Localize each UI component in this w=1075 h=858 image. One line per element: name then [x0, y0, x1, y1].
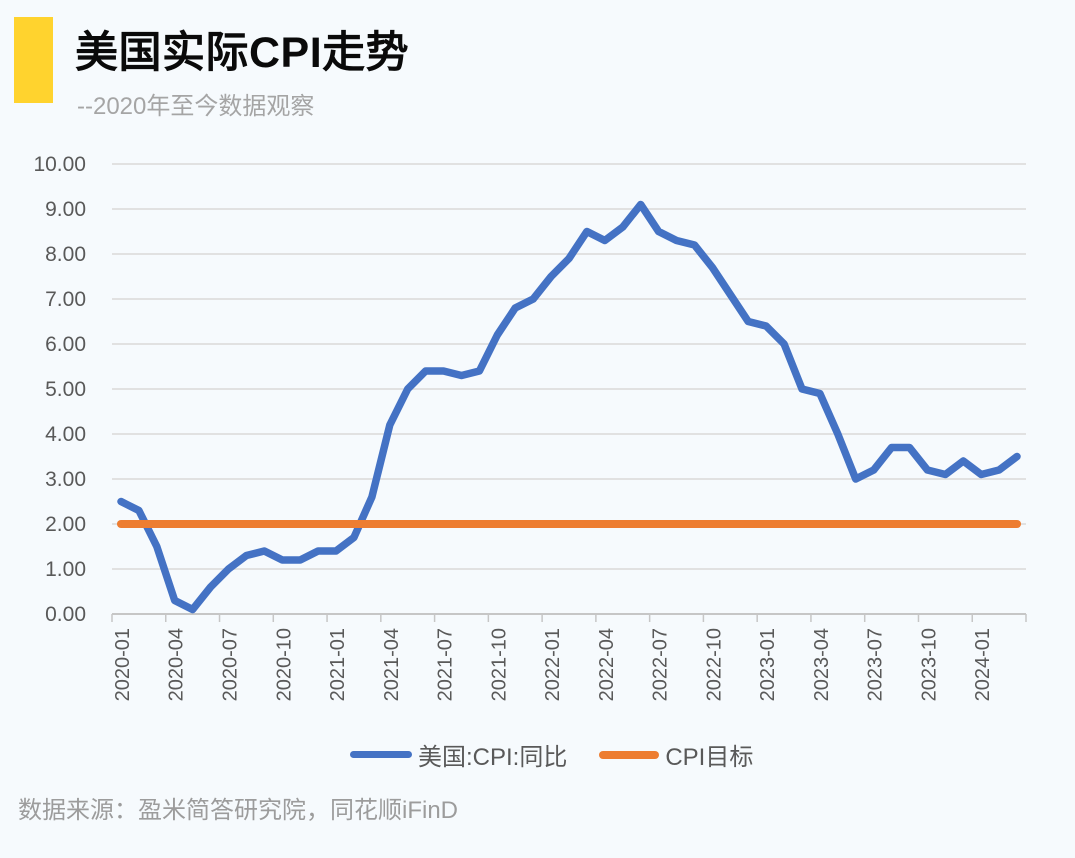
- svg-text:2020-07: 2020-07: [220, 628, 242, 701]
- svg-text:2022-04: 2022-04: [596, 628, 618, 701]
- legend-item-target: CPI目标: [599, 737, 753, 772]
- svg-text:2021-07: 2021-07: [435, 628, 457, 701]
- svg-text:2020-04: 2020-04: [166, 628, 188, 701]
- svg-text:2022-01: 2022-01: [542, 628, 564, 701]
- svg-text:2022-10: 2022-10: [703, 628, 725, 701]
- svg-text:6.00: 6.00: [45, 333, 86, 356]
- svg-text:8.00: 8.00: [45, 243, 86, 266]
- svg-text:2021-10: 2021-10: [488, 628, 510, 701]
- svg-text:4.00: 4.00: [45, 423, 86, 446]
- svg-text:5.00: 5.00: [45, 378, 86, 401]
- cpi-series-label: 美国:CPI:同比: [418, 744, 568, 771]
- svg-text:2020-10: 2020-10: [273, 628, 295, 701]
- svg-text:9.00: 9.00: [45, 198, 86, 221]
- target-series-label: CPI目标: [665, 744, 754, 771]
- svg-text:2023-10: 2023-10: [918, 628, 940, 701]
- svg-text:2022-07: 2022-07: [650, 628, 672, 701]
- data-source: 数据来源：盈米简答研究院，同花顺iFinD: [18, 797, 459, 824]
- page-subtitle: --2020年至今数据观察: [77, 93, 315, 120]
- title-accent-bar: [14, 17, 53, 103]
- cpi-series-swatch: [350, 751, 412, 758]
- svg-text:2021-04: 2021-04: [381, 628, 403, 701]
- svg-text:7.00: 7.00: [45, 288, 86, 311]
- svg-text:2023-04: 2023-04: [811, 628, 833, 701]
- svg-text:3.00: 3.00: [45, 468, 86, 491]
- svg-text:2023-01: 2023-01: [757, 628, 779, 701]
- legend-item-cpi: 美国:CPI:同比: [350, 737, 567, 772]
- svg-text:1.00: 1.00: [45, 558, 86, 581]
- svg-text:2.00: 2.00: [45, 513, 86, 536]
- svg-text:2024-01: 2024-01: [972, 628, 994, 701]
- svg-text:2021-01: 2021-01: [327, 628, 349, 701]
- svg-text:2023-07: 2023-07: [865, 628, 887, 701]
- svg-text:2020-01: 2020-01: [112, 628, 134, 701]
- svg-text:0.00: 0.00: [45, 603, 86, 626]
- target-series-swatch: [599, 750, 660, 759]
- svg-text:10.00: 10.00: [33, 153, 86, 176]
- page-title: 美国实际CPI走势: [75, 29, 410, 77]
- cpi-series-line: [117, 200, 1021, 614]
- chart-legend: 美国:CPI:同比 CPI目标: [350, 737, 753, 772]
